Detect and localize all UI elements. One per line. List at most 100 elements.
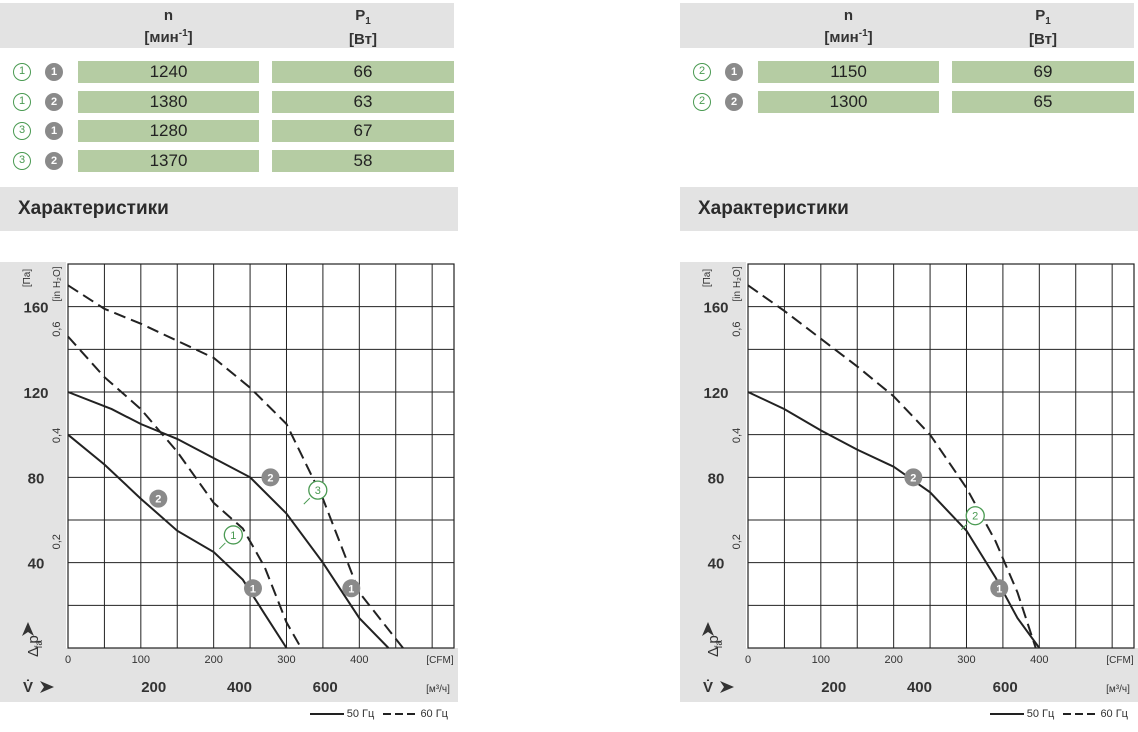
curve-id-filled-icon: 2: [725, 92, 743, 111]
curve-solid-2: [67, 391, 390, 649]
x-unit-m3h: [м³/ч]: [426, 684, 450, 695]
x-tick-label-cfm: 400: [350, 654, 368, 666]
curve-marker-filled: [990, 579, 1009, 598]
section-header: Характеристики: [680, 187, 1138, 231]
plot-area: [67, 263, 455, 649]
header-power-unit: [Вт]: [1029, 31, 1057, 48]
curve-marker-leader: [303, 497, 311, 505]
curve-id-outline-icon: 3: [13, 151, 31, 170]
curve-marker-label: 2: [910, 472, 916, 484]
x-tick-label-cfm: 0: [65, 654, 71, 666]
y-axis-label: Δ p: [25, 635, 42, 657]
section-header: Характеристики: [0, 187, 458, 231]
x-axis-strip: [746, 648, 1138, 702]
curve-dashed-3: [67, 284, 404, 649]
plot-area: [747, 263, 1135, 649]
y-tick-label-inh2o: 0,6: [731, 322, 743, 337]
table-row: 3 2 1370 58: [0, 149, 454, 172]
x-unit-cfm: [CFM]: [426, 655, 453, 666]
speed-cell: 1370: [78, 149, 259, 172]
y-axis-label-sub: fa: [34, 640, 45, 649]
curve-id-filled-icon: 2: [45, 92, 63, 111]
legend-solid-line: [989, 713, 1024, 716]
x-tick-label-cfm: 300: [957, 654, 975, 666]
curve-marker-label: 1: [348, 583, 354, 595]
curve-dashed-2: [747, 284, 1037, 649]
x-tick-label-cfm: 100: [812, 654, 830, 666]
legend-dashed-label: 60 Гц: [1100, 708, 1128, 720]
table-header: n [мин-1] P1 [Вт]: [680, 3, 1134, 48]
unit-sup: -1: [858, 28, 868, 39]
y-tick-label-inh2o: 0,4: [51, 428, 63, 443]
x-tick-label-cfm: 200: [204, 654, 222, 666]
legend-solid-label: 50 Гц: [1026, 708, 1055, 720]
y-axis-arrow-icon: [702, 622, 714, 636]
table-header: n [мин-1] P1 [Вт]: [0, 3, 454, 48]
y-tick-label-pa: 80: [708, 470, 725, 487]
curve-marker-filled: [904, 468, 923, 487]
axis-corner: [680, 648, 748, 702]
x-axis-label: V̇: [23, 679, 33, 696]
x-tick-label-m3h: 200: [821, 679, 846, 696]
table-row: 1 1 1240 66: [0, 61, 454, 83]
curve-id-outline-icon: 3: [13, 122, 31, 140]
axis-corner: [0, 648, 68, 702]
curve-id-filled-icon: 1: [45, 63, 63, 81]
right-panel: n [мин-1] P1 [Вт] 2 1 1150 69 2 2 1300 65 Харак…: [680, 0, 1138, 732]
p-symbol: P: [1035, 7, 1046, 24]
x-tick-label-m3h: 200: [141, 679, 166, 696]
p-sub: 1: [365, 16, 371, 27]
legend-solid-line: [309, 713, 344, 716]
legend-dashed-line: [383, 713, 418, 716]
table-row: 3 1 1280 67: [0, 120, 454, 142]
curve-marker-label: 1: [230, 530, 236, 542]
header-speed: n [мин-1]: [78, 7, 259, 47]
curve-dashed-1: [67, 335, 302, 649]
left-panel: n [мин-1] P1 [Вт] 1 1 1240 66 1 2 1380 63 3 1 1280…: [0, 0, 458, 732]
curve-marker-outline: [965, 506, 985, 526]
header-speed: n [мин-1]: [758, 7, 939, 47]
curve-marker-label: 3: [315, 485, 321, 497]
x-axis-arrow-icon: [40, 681, 54, 693]
p-symbol: P: [355, 7, 366, 24]
power-cell: 67: [272, 120, 454, 142]
header-power: P1 [Вт]: [952, 7, 1134, 49]
y-tick-label-pa: 40: [28, 556, 45, 573]
header-speed-unit: [мин-1]: [78, 25, 259, 47]
x-tick-label-cfm: 100: [132, 654, 150, 666]
y-tick-label-inh2o: 0,4: [731, 428, 743, 443]
table-row: 2 2 1300 65: [680, 90, 1134, 113]
section-title: Характеристики: [698, 198, 849, 219]
unit-sup: -1: [178, 28, 188, 39]
x-tick-label-m3h: 600: [313, 679, 338, 696]
header-speed-unit: [мин-1]: [758, 25, 939, 47]
curve-marker-filled: [342, 579, 361, 598]
y-tick-label-pa: 160: [703, 300, 728, 317]
curve-marker-filled: [261, 468, 280, 487]
table-row: 2 1 1150 69: [680, 61, 1134, 83]
power-cell: 63: [272, 90, 454, 113]
curve-marker-filled: [243, 579, 262, 598]
curve-marker-filled: [149, 489, 168, 508]
p-sub: 1: [1045, 16, 1051, 27]
curve-marker-label: 2: [972, 511, 978, 523]
x-tick-label-m3h: 600: [993, 679, 1018, 696]
header-power: P1 [Вт]: [272, 7, 454, 49]
curve-marker-outline: [308, 480, 328, 500]
x-unit-m3h: [м³/ч]: [1106, 684, 1130, 695]
curve-marker-label: 2: [267, 472, 273, 484]
y-tick-label-pa: 80: [28, 470, 45, 487]
chart-svg: 40 80 120 160 0,2 0,4 0,6 [Па] [in H₂O] Δ pfa 0 100…: [0, 262, 458, 702]
unit-text: [мин: [824, 29, 859, 46]
y-tick-label-pa: 160: [23, 300, 48, 317]
power-cell: 58: [272, 149, 454, 172]
header-power-symbol: P1: [272, 7, 454, 31]
y-axis-label: Δ p: [705, 635, 722, 657]
power-cell: 65: [952, 90, 1134, 113]
speed-cell: 1380: [78, 90, 259, 113]
y-unit-pa: [Па]: [22, 269, 33, 288]
curve-id-outline-icon: 2: [693, 63, 711, 81]
x-axis-arrow-icon: [720, 681, 734, 693]
y-tick-label-inh2o: 0,2: [51, 534, 63, 549]
legend-dashed-label: 60 Гц: [420, 708, 448, 720]
